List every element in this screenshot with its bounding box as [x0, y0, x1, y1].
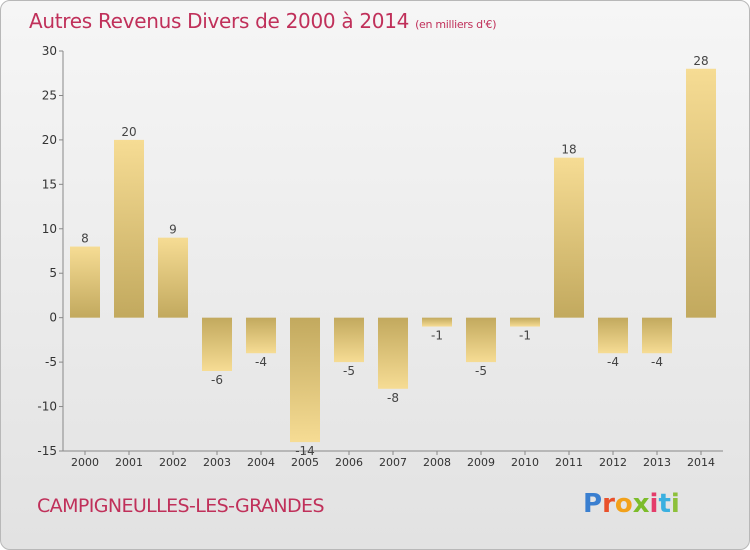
- bar-value-label: 28: [693, 54, 708, 68]
- bar-value-label: -1: [431, 329, 443, 343]
- bar-value-label: -6: [211, 373, 223, 387]
- y-tick-label: -5: [45, 355, 57, 369]
- bar: [334, 317, 364, 363]
- bar-value-label: 9: [169, 223, 177, 237]
- x-tick-label: 2007: [379, 456, 407, 469]
- y-tick-label: 5: [49, 266, 57, 280]
- logo-letter: r: [602, 489, 615, 519]
- bar-value-label: -5: [343, 364, 355, 378]
- x-tick-label: 2000: [71, 456, 99, 469]
- x-tick-label: 2006: [335, 456, 363, 469]
- y-tick-label: -10: [37, 400, 57, 414]
- bar-value-label: -4: [255, 355, 267, 369]
- logo-letter: o: [614, 489, 633, 519]
- bar-value-label: 18: [561, 143, 576, 157]
- x-tick-label: 2002: [159, 456, 187, 469]
- x-tick-label: 2011: [555, 456, 583, 469]
- y-tick-label: 20: [42, 133, 57, 147]
- bar: [422, 317, 452, 327]
- bar-value-label: 8: [81, 232, 89, 246]
- bar-value-label: -5: [475, 364, 487, 378]
- x-tick-label: 2010: [511, 456, 539, 469]
- y-tick-label: 0: [49, 311, 57, 325]
- y-tick-label: -15: [37, 444, 57, 458]
- bar-value-label: -1: [519, 329, 531, 343]
- logo-letter: x: [632, 489, 650, 519]
- logo-letter: P: [583, 489, 603, 519]
- bar-value-label: 20: [121, 125, 136, 139]
- bar: [466, 317, 496, 363]
- y-tick-label: 30: [42, 44, 57, 58]
- y-tick-label: 10: [42, 222, 57, 236]
- bar: [686, 68, 716, 318]
- bar: [290, 317, 320, 443]
- proxiti-logo: Proxiti: [583, 489, 680, 519]
- bar: [202, 317, 232, 371]
- y-tick-label: 25: [42, 88, 57, 102]
- x-tick-label: 2014: [687, 456, 715, 469]
- bar: [510, 317, 540, 327]
- logo-letter: i: [649, 489, 659, 519]
- logo-letter: t: [658, 489, 671, 519]
- bar: [554, 157, 584, 318]
- bar: [598, 317, 628, 354]
- bar-value-label: -4: [607, 355, 619, 369]
- logo-letter: i: [670, 489, 680, 519]
- chart-unit: (en milliers d'€): [415, 18, 497, 31]
- x-tick-label: 2008: [423, 456, 451, 469]
- x-tick-label: 2003: [203, 456, 231, 469]
- x-tick-label: 2005: [291, 456, 319, 469]
- chart-title: Autres Revenus Divers de 2000 à 2014 (en …: [29, 9, 497, 33]
- town-name: CAMPIGNEULLES-LES-GRANDES: [37, 495, 325, 517]
- x-tick-label: 2004: [247, 456, 275, 469]
- bar-value-label: -4: [651, 355, 663, 369]
- bar-value-label: -8: [387, 391, 399, 405]
- chart-title-text: Autres Revenus Divers de 2000 à 2014: [29, 9, 410, 33]
- bar: [378, 317, 408, 389]
- bar: [114, 139, 144, 318]
- bar: [158, 237, 188, 318]
- x-tick-label: 2001: [115, 456, 143, 469]
- bar: [70, 246, 100, 318]
- y-tick-label: 15: [42, 177, 57, 191]
- bar: [642, 317, 672, 354]
- x-tick-label: 2013: [643, 456, 671, 469]
- x-tick-label: 2009: [467, 456, 495, 469]
- x-tick-label: 2012: [599, 456, 627, 469]
- bar: [246, 317, 276, 354]
